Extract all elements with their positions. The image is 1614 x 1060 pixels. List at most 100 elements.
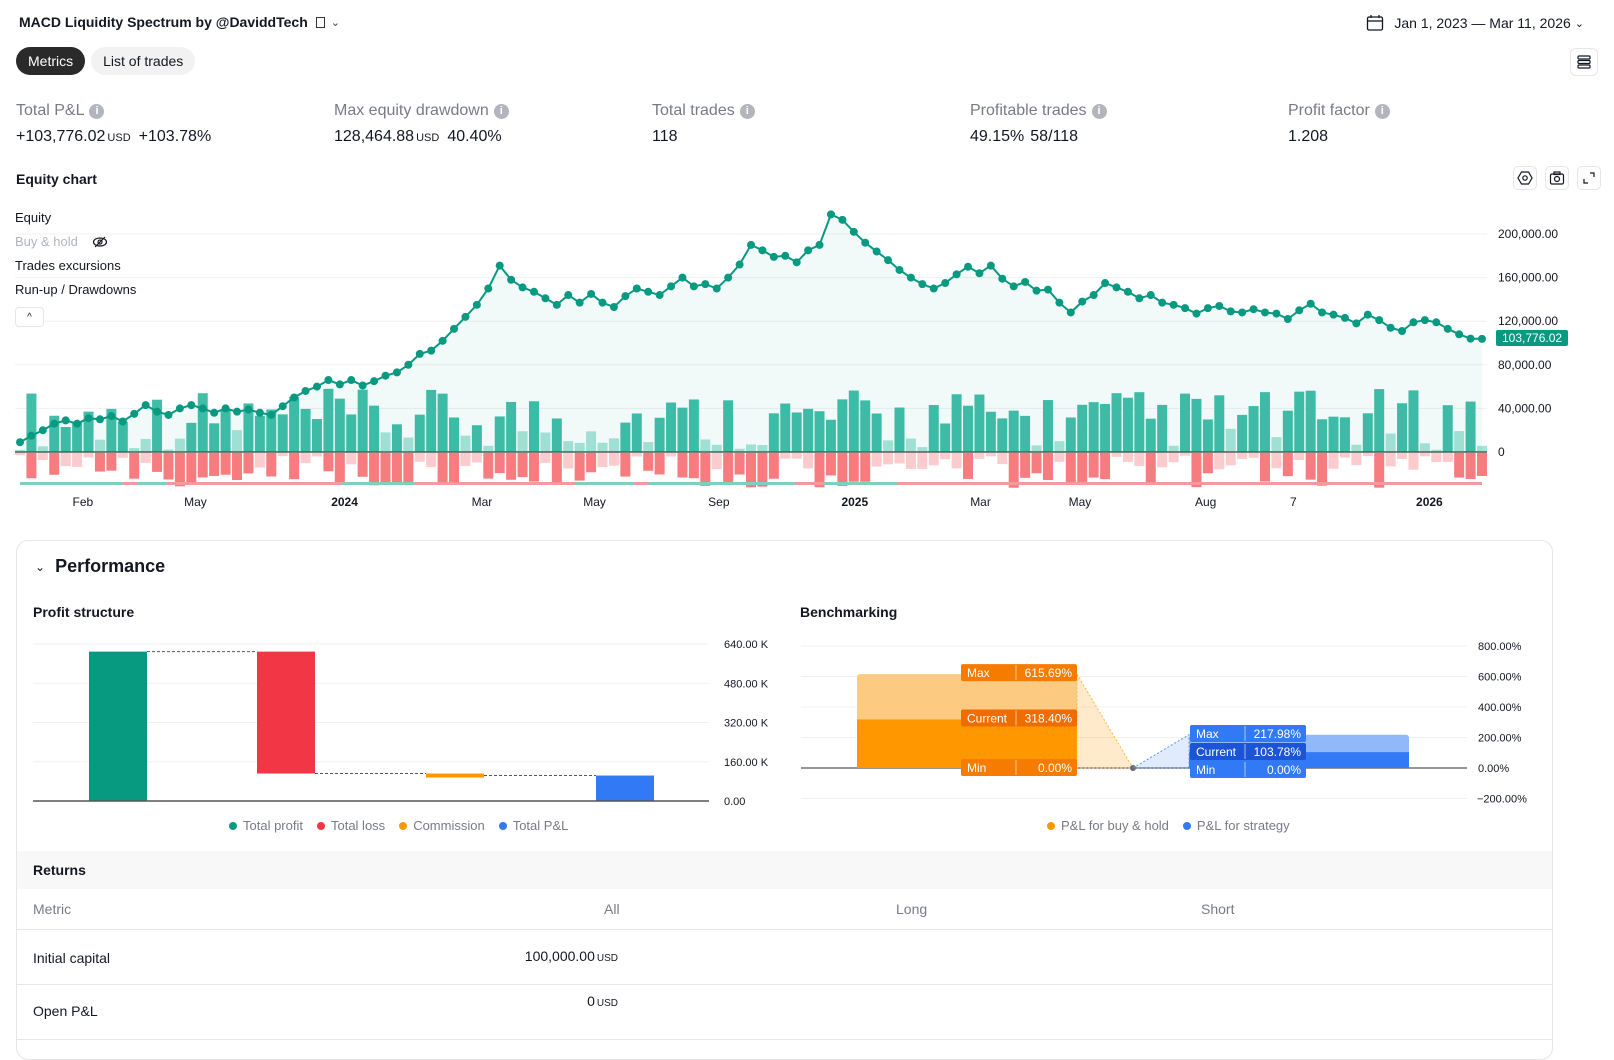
runup-bar	[391, 424, 402, 452]
chevron-down-icon: ⌄	[1574, 17, 1584, 30]
tag-value: 103.78%	[1254, 745, 1302, 759]
x-tick-label: May	[184, 495, 207, 509]
equity-point	[324, 376, 333, 385]
tag-bg	[961, 664, 1077, 682]
equity-point	[1329, 310, 1338, 319]
runup-bar	[1157, 404, 1168, 452]
runup-bar	[1100, 403, 1111, 452]
drawdown-bar	[254, 453, 265, 468]
equity-point	[1123, 287, 1132, 296]
eye-off-icon[interactable]	[92, 236, 108, 248]
legend-total-profit[interactable]: Total profit	[229, 818, 303, 833]
drawdown-bar	[346, 453, 357, 465]
runup-bar	[323, 388, 334, 452]
runup-bar	[243, 403, 254, 452]
runup-bar	[700, 439, 711, 452]
legend-trades-excursions[interactable]: Trades excursions	[15, 258, 121, 273]
collapse-legend-button[interactable]: ^	[15, 307, 44, 327]
runup-bar	[49, 415, 60, 452]
table-row: Initial capital 100,000.00 USD	[17, 930, 1552, 985]
legend-equity[interactable]: Equity	[15, 210, 52, 225]
equity-point	[1466, 334, 1475, 343]
benchmarking-title: Benchmarking	[800, 604, 898, 620]
runup-bar	[894, 407, 905, 452]
legend-runup-drawdowns[interactable]: Run-up / Drawdowns	[15, 282, 137, 297]
date-range-picker[interactable]: Jan 1, 2023 — Mar 11, 2026 ⌄	[1366, 14, 1584, 32]
drawdown-bar	[517, 453, 528, 478]
legend-buy-hold[interactable]: Buy & hold	[15, 234, 108, 249]
info-icon[interactable]: i	[1374, 103, 1390, 119]
drawdown-bar	[597, 453, 608, 468]
runup-bar	[1088, 402, 1099, 452]
benchmarking-chart[interactable]: −200.00% 0.00% 200.00% 400.00% 600.00% 800.00…	[787, 631, 1537, 831]
drawdown-bar	[1225, 453, 1236, 466]
runup-bar	[197, 393, 208, 452]
tab-metrics[interactable]: Metrics	[16, 47, 86, 75]
runup-bar	[688, 399, 699, 452]
buy-hold-current-tag: Current 318.40%	[961, 709, 1077, 727]
drawdown-bar	[700, 453, 711, 486]
runup-bar	[1134, 392, 1145, 452]
runup-bar	[37, 446, 48, 452]
runup-bar	[1111, 393, 1122, 452]
runup-strip	[648, 482, 795, 485]
tag-label: Current	[1196, 745, 1237, 759]
drawdown-bar	[72, 453, 83, 467]
info-icon[interactable]: i	[493, 103, 509, 119]
info-icon[interactable]: i	[739, 103, 755, 119]
y-tick-label: 120,000.00	[1498, 314, 1558, 328]
layout-toggle-button[interactable]	[1570, 48, 1598, 76]
drawdown-bar	[917, 453, 928, 469]
drawdown-bar	[1408, 453, 1419, 470]
returns-header[interactable]: Returns	[17, 851, 1552, 889]
performance-toggle[interactable]: ⌄ Performance	[35, 556, 165, 577]
runup-bar	[369, 405, 380, 452]
info-icon[interactable]: i	[1091, 103, 1107, 119]
drawdown-bar	[688, 453, 699, 479]
drawdown-bar	[300, 453, 311, 464]
legend-total-pnl[interactable]: Total P&L	[498, 818, 568, 833]
tab-list-of-trades[interactable]: List of trades	[91, 47, 196, 75]
equity-chart-toolbar	[1513, 166, 1601, 190]
settings-button[interactable]	[1513, 166, 1537, 190]
runup-bar	[814, 411, 825, 452]
drawdown-bar	[837, 453, 848, 486]
drawdown-bar	[768, 453, 779, 479]
strategy-title[interactable]: MACD Liquidity Spectrum by @DaviddTech ⌄	[19, 14, 340, 30]
expand-icon	[1583, 172, 1595, 184]
drawdown-bar	[1077, 453, 1088, 485]
legend-strategy-pnl[interactable]: P&L for strategy	[1182, 818, 1290, 833]
chevron-down-icon[interactable]: ⌄	[330, 16, 340, 29]
screenshot-button[interactable]	[1545, 166, 1569, 190]
col-metric: Metric	[33, 901, 72, 917]
equity-point	[621, 292, 630, 301]
profit-bar-total-p-l	[596, 775, 654, 801]
legend-total-loss[interactable]: Total loss	[316, 818, 385, 833]
runup-bar	[1225, 428, 1236, 452]
runup-bar	[597, 442, 608, 452]
runup-strip	[136, 482, 167, 485]
runup-bar	[449, 417, 460, 452]
fullscreen-button[interactable]	[1577, 166, 1601, 190]
equity-point	[278, 402, 287, 411]
equity-point	[1386, 323, 1395, 332]
y-tick-label: −200.00%	[1477, 794, 1527, 806]
legend-buy-hold-pnl[interactable]: P&L for buy & hold	[1047, 818, 1169, 833]
equity-point	[826, 210, 835, 219]
runup-bar	[437, 393, 448, 452]
runup-bar	[1397, 403, 1408, 452]
drawdown-bar	[471, 453, 482, 463]
equity-point	[986, 261, 995, 270]
y-tick-label: 480.00 K	[724, 678, 769, 690]
equity-point	[701, 280, 710, 289]
legend-commission[interactable]: Commission	[399, 818, 485, 833]
equity-point	[267, 410, 276, 419]
row-metric: Initial capital	[33, 950, 111, 966]
equity-chart[interactable]: 0 40,000.00 80,000.00 120,000.00 160,000.00 2…	[0, 195, 1614, 525]
drawdown-bar	[357, 453, 368, 477]
tag-value: 217.98%	[1254, 727, 1302, 741]
profit-structure-chart[interactable]: 0.00 160.00 K 320.00 K 480.00 K 640.00 K	[17, 631, 777, 831]
info-icon[interactable]: i	[89, 103, 105, 119]
equity-point	[61, 416, 70, 425]
runup-bar	[1008, 410, 1019, 452]
